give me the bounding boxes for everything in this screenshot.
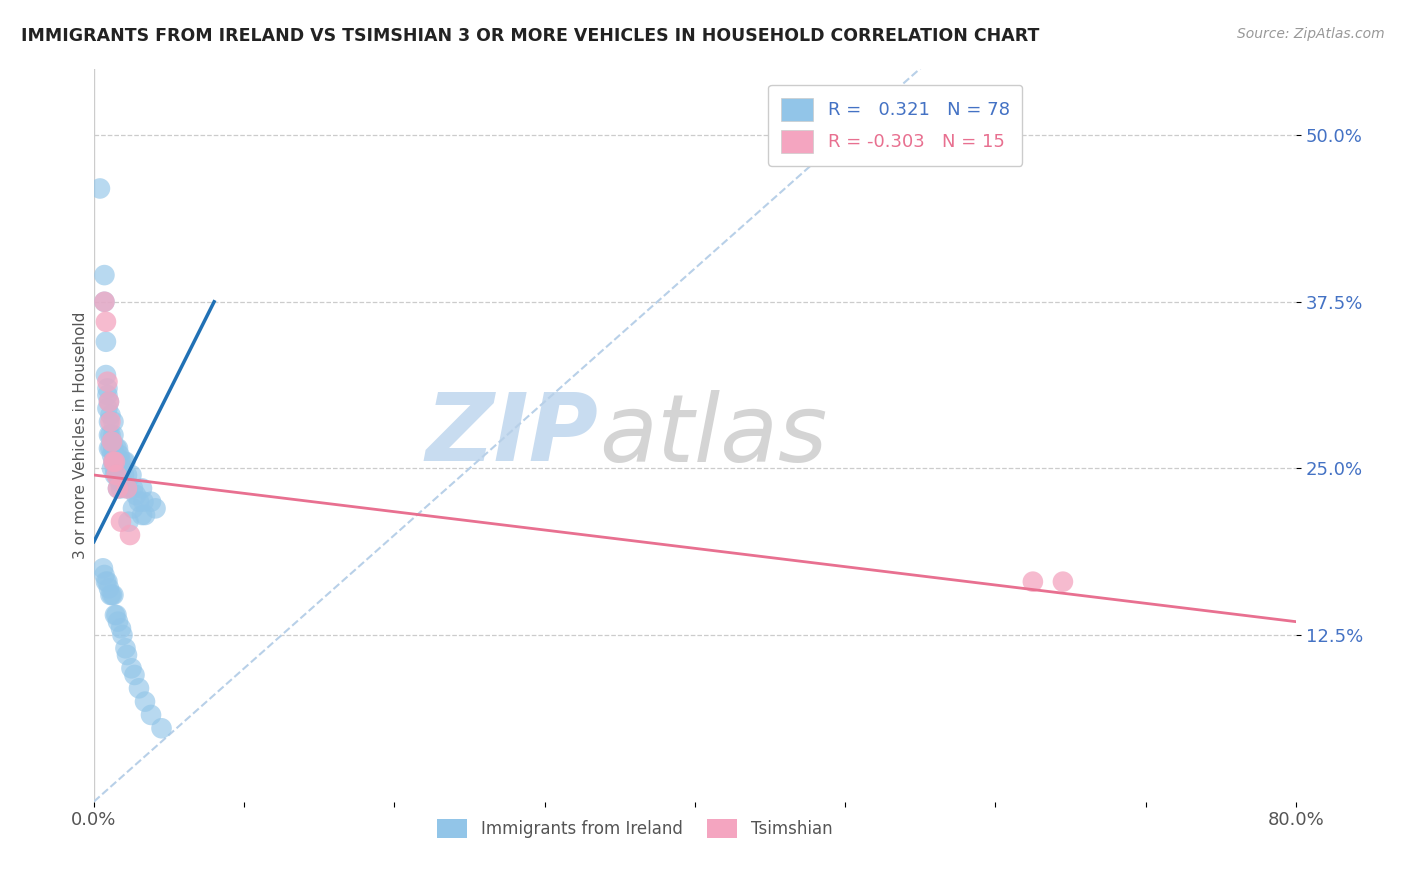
Point [93,294,115,309]
Point [103,415,125,429]
Point [100,415,122,429]
Point [108,461,131,475]
Point [107,481,129,495]
Point [115,648,138,662]
Point [150,721,173,735]
Point [103,455,125,469]
Point [96,381,118,395]
Point [101,448,124,462]
Legend: Immigrants from Ireland, Tsimshian: Immigrants from Ireland, Tsimshian [430,812,839,845]
Point [94,315,117,329]
Point [96,388,118,402]
Text: Source: ZipAtlas.com: Source: ZipAtlas.com [1237,27,1385,41]
Point [110,455,132,469]
Point [97,394,120,409]
Point [111,475,134,489]
Point [97,394,120,409]
Point [115,481,138,495]
Point [101,434,124,449]
Point [125,488,148,502]
Point [139,708,162,723]
Point [110,515,132,529]
Y-axis label: 3 or more Vehicles in Household: 3 or more Vehicles in Household [73,311,87,558]
Point [93,268,115,282]
Point [103,588,125,602]
Point [104,461,127,475]
Point [110,468,132,483]
Point [91,561,114,575]
Point [107,442,129,456]
Point [93,294,115,309]
Point [103,428,125,442]
Point [107,481,129,495]
Point [107,455,129,469]
Point [134,695,156,709]
Point [1022,574,1045,589]
Point [121,661,143,675]
Point [105,468,128,483]
Point [110,481,132,495]
Point [131,508,153,522]
Point [104,468,127,483]
Point [105,607,128,622]
Point [132,494,155,508]
Point [97,442,120,456]
Point [96,375,118,389]
Point [108,475,131,489]
Point [121,468,143,483]
Point [111,628,134,642]
Point [117,515,139,529]
Point [105,468,128,483]
Point [101,461,124,475]
Point [107,615,129,629]
Point [104,455,127,469]
Point [107,468,129,483]
Point [128,494,150,508]
Point [105,442,128,456]
Point [114,455,136,469]
Point [112,455,135,469]
Point [122,481,145,495]
Point [97,582,120,596]
Point [114,641,136,656]
Point [103,455,125,469]
Point [115,468,138,483]
Point [100,442,122,456]
Text: atlas: atlas [599,390,827,481]
Point [115,481,138,495]
Point [103,442,125,456]
Point [100,588,122,602]
Point [96,401,118,416]
Point [108,448,131,462]
Point [122,501,145,516]
Point [104,448,127,462]
Point [93,568,115,582]
Point [101,434,124,449]
Point [89,181,111,195]
Point [112,468,135,483]
Point [111,461,134,475]
Text: ZIP: ZIP [426,389,599,481]
Point [134,508,156,522]
Point [131,481,153,495]
Point [100,428,122,442]
Point [110,621,132,635]
Point [94,368,117,382]
Point [139,494,162,508]
Point [101,588,124,602]
Point [104,607,127,622]
Point [124,668,146,682]
Text: IMMIGRANTS FROM IRELAND VS TSIMSHIAN 3 OR MORE VEHICLES IN HOUSEHOLD CORRELATION: IMMIGRANTS FROM IRELAND VS TSIMSHIAN 3 O… [21,27,1039,45]
Point [118,528,141,542]
Point [1052,574,1074,589]
Point [97,428,120,442]
Point [97,415,120,429]
Point [128,681,150,696]
Point [100,408,122,422]
Point [94,574,117,589]
Point [105,455,128,469]
Point [145,501,167,516]
Point [94,334,117,349]
Point [96,574,118,589]
